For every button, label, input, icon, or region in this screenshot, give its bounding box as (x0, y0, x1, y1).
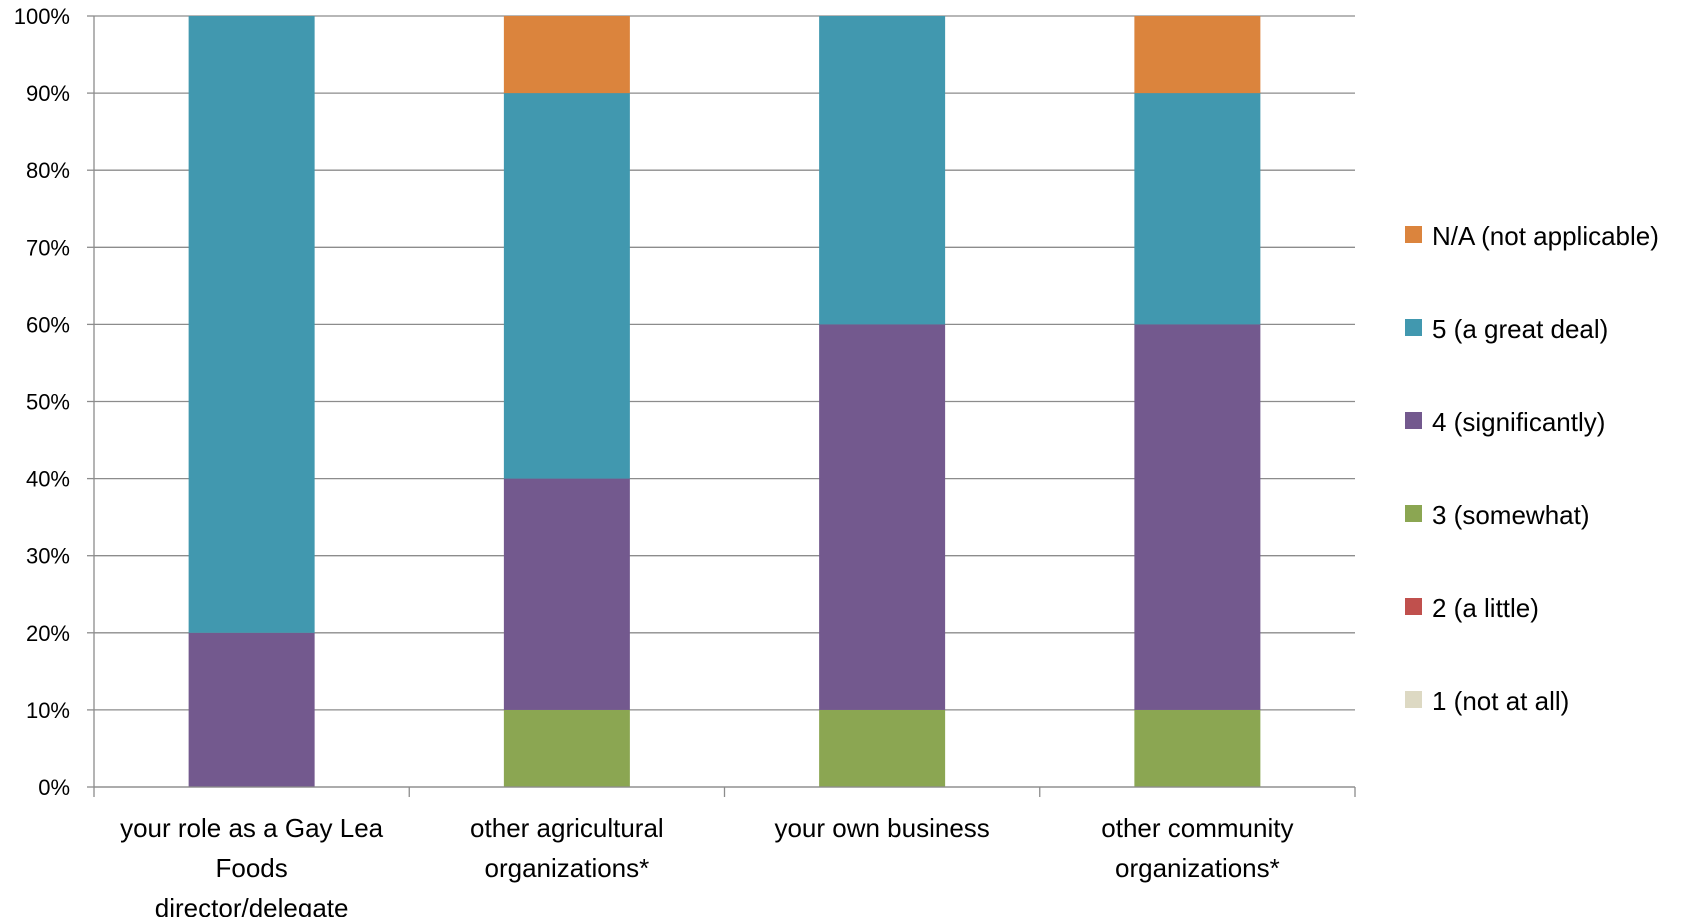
legend-label: 4 (significantly) (1432, 407, 1605, 437)
y-tick-label: 0% (38, 775, 70, 800)
y-tick-label: 30% (26, 544, 70, 569)
y-tick-label: 70% (26, 235, 70, 260)
y-axis-tick-labels: 0% 10% 20% 30% 40% 50% 60% 70% 80% 90% 100% (14, 4, 70, 800)
x-category-label: Foods (215, 853, 287, 883)
y-tick-label: 100% (14, 4, 70, 29)
bar-segment (819, 16, 946, 325)
y-tick-label: 60% (26, 312, 70, 337)
bar-segment (503, 478, 630, 710)
x-category-label: your own business (774, 813, 989, 843)
x-axis-category-labels: your role as a Gay Lea Foods director/dele… (120, 813, 1293, 917)
y-tick-label: 10% (26, 698, 70, 723)
y-tick-label: 80% (26, 158, 70, 183)
bars (188, 16, 1261, 787)
legend-swatch (1405, 226, 1422, 243)
bar-segment (819, 709, 946, 787)
axes (87, 15, 1356, 797)
x-category-label: director/delegate (155, 893, 349, 917)
legend-label: 2 (a little) (1432, 593, 1539, 623)
x-category-label: organizations* (1115, 853, 1280, 883)
x-category-label: other community (1101, 813, 1293, 843)
legend-label: N/A (not applicable) (1432, 221, 1659, 251)
legend: N/A (not applicable) 5 (a great deal) 4 (s… (1405, 221, 1659, 716)
legend-swatch (1405, 412, 1422, 429)
bar-segment (503, 16, 630, 94)
y-tick-label: 90% (26, 81, 70, 106)
bar-segment (1134, 709, 1261, 787)
legend-label: 1 (not at all) (1432, 686, 1569, 716)
bar-segment (188, 16, 315, 633)
x-category-label: other agricultural (470, 813, 664, 843)
x-category-label: your role as a Gay Lea (120, 813, 384, 843)
legend-label: 3 (somewhat) (1432, 500, 1590, 530)
y-tick-label: 20% (26, 621, 70, 646)
bar-segment (188, 632, 315, 787)
y-tick-label: 50% (26, 390, 70, 415)
legend-swatch (1405, 505, 1422, 522)
bar-segment (1134, 16, 1261, 94)
x-category-label: organizations* (484, 853, 649, 883)
bar-segment (1134, 324, 1261, 710)
legend-swatch (1405, 598, 1422, 615)
bar-segment (1134, 93, 1261, 325)
legend-label: 5 (a great deal) (1432, 314, 1608, 344)
bar-segment (503, 93, 630, 479)
legend-swatch (1405, 319, 1422, 336)
bar-segment (503, 709, 630, 787)
y-tick-label: 40% (26, 467, 70, 492)
bar-segment (819, 324, 946, 710)
legend-swatch (1405, 691, 1422, 708)
